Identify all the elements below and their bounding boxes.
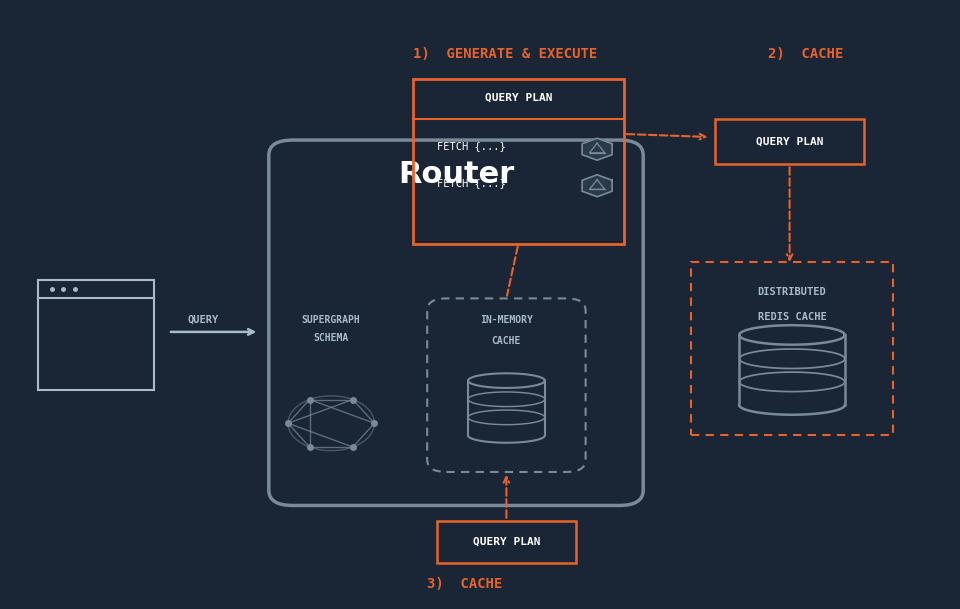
Text: SCHEMA: SCHEMA — [314, 333, 348, 343]
Bar — [413, 79, 624, 244]
Text: FETCH {...}: FETCH {...} — [437, 141, 506, 151]
Text: 2)  CACHE: 2) CACHE — [768, 47, 844, 61]
Text: QUERY: QUERY — [187, 315, 219, 325]
Text: SUPERGRAPH: SUPERGRAPH — [301, 315, 361, 325]
Text: REDIS CACHE: REDIS CACHE — [757, 312, 827, 322]
Bar — [715, 119, 864, 164]
Text: 3)  CACHE: 3) CACHE — [427, 577, 503, 591]
Bar — [38, 280, 154, 390]
Polygon shape — [468, 435, 544, 443]
Polygon shape — [582, 138, 612, 160]
Polygon shape — [739, 325, 845, 345]
Polygon shape — [468, 373, 544, 388]
Text: QUERY PLAN: QUERY PLAN — [485, 93, 552, 102]
Text: Router: Router — [398, 160, 515, 189]
Text: 1)  GENERATE & EXECUTE: 1) GENERATE & EXECUTE — [413, 47, 597, 61]
Polygon shape — [582, 175, 612, 197]
Polygon shape — [739, 405, 845, 415]
Text: CACHE: CACHE — [492, 336, 521, 346]
Text: DISTRIBUTED: DISTRIBUTED — [757, 287, 827, 297]
Text: IN-MEMORY: IN-MEMORY — [480, 315, 533, 325]
Bar — [437, 521, 576, 563]
Text: QUERY PLAN: QUERY PLAN — [756, 136, 824, 147]
Text: FETCH {...}: FETCH {...} — [437, 178, 506, 188]
Text: QUERY PLAN: QUERY PLAN — [472, 537, 540, 547]
Bar — [691, 262, 893, 435]
